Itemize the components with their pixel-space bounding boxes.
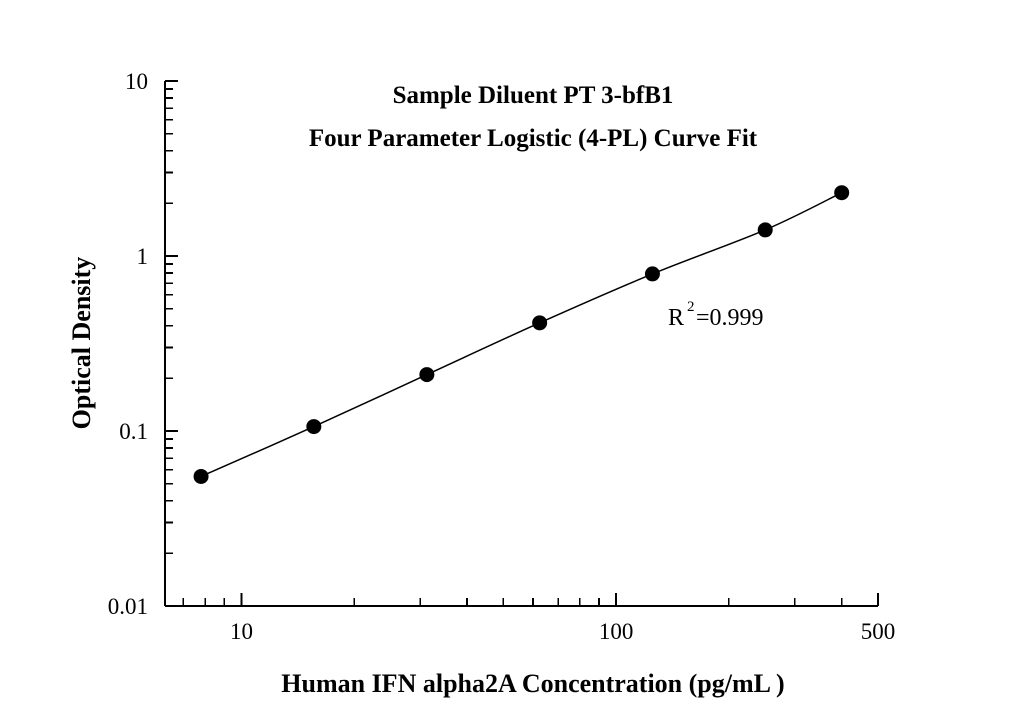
data-point — [306, 419, 322, 435]
chart-title: Sample Diluent PT 3-bfB1 — [393, 82, 674, 109]
data-point — [834, 185, 850, 201]
r-squared-base: R — [668, 305, 684, 331]
data-point — [757, 222, 773, 238]
data-points-group — [193, 185, 850, 484]
x-axis-tick-labels: 10 100 500 — [230, 619, 895, 644]
data-point — [644, 266, 660, 282]
data-point — [419, 367, 435, 383]
y-tick-label: 10 — [125, 69, 148, 94]
data-point — [532, 315, 548, 331]
r-squared-value: =0.999 — [696, 305, 764, 331]
y-tick-label: 1 — [137, 244, 149, 269]
r-squared-superscript: 2 — [687, 299, 695, 315]
chart-subtitle: Four Parameter Logistic (4-PL) Curve Fit — [309, 125, 758, 152]
x-axis-title: Human IFN alpha2A Concentration (pg/mL ) — [281, 669, 784, 698]
x-tick-label: 10 — [230, 619, 253, 644]
x-axis-ticks — [182, 593, 879, 606]
y-axis-title: Optical Density — [67, 257, 96, 430]
y-axis-tick-labels: 10 1 0.1 0.01 — [108, 69, 148, 619]
y-tick-label: 0.1 — [119, 419, 148, 444]
x-tick-label: 500 — [861, 619, 896, 644]
y-axis-ticks — [165, 80, 178, 607]
r-squared-annotation: R 2 =0.999 — [668, 299, 764, 331]
y-tick-label: 0.01 — [108, 594, 148, 619]
x-tick-label: 100 — [599, 619, 634, 644]
data-point — [193, 468, 209, 484]
